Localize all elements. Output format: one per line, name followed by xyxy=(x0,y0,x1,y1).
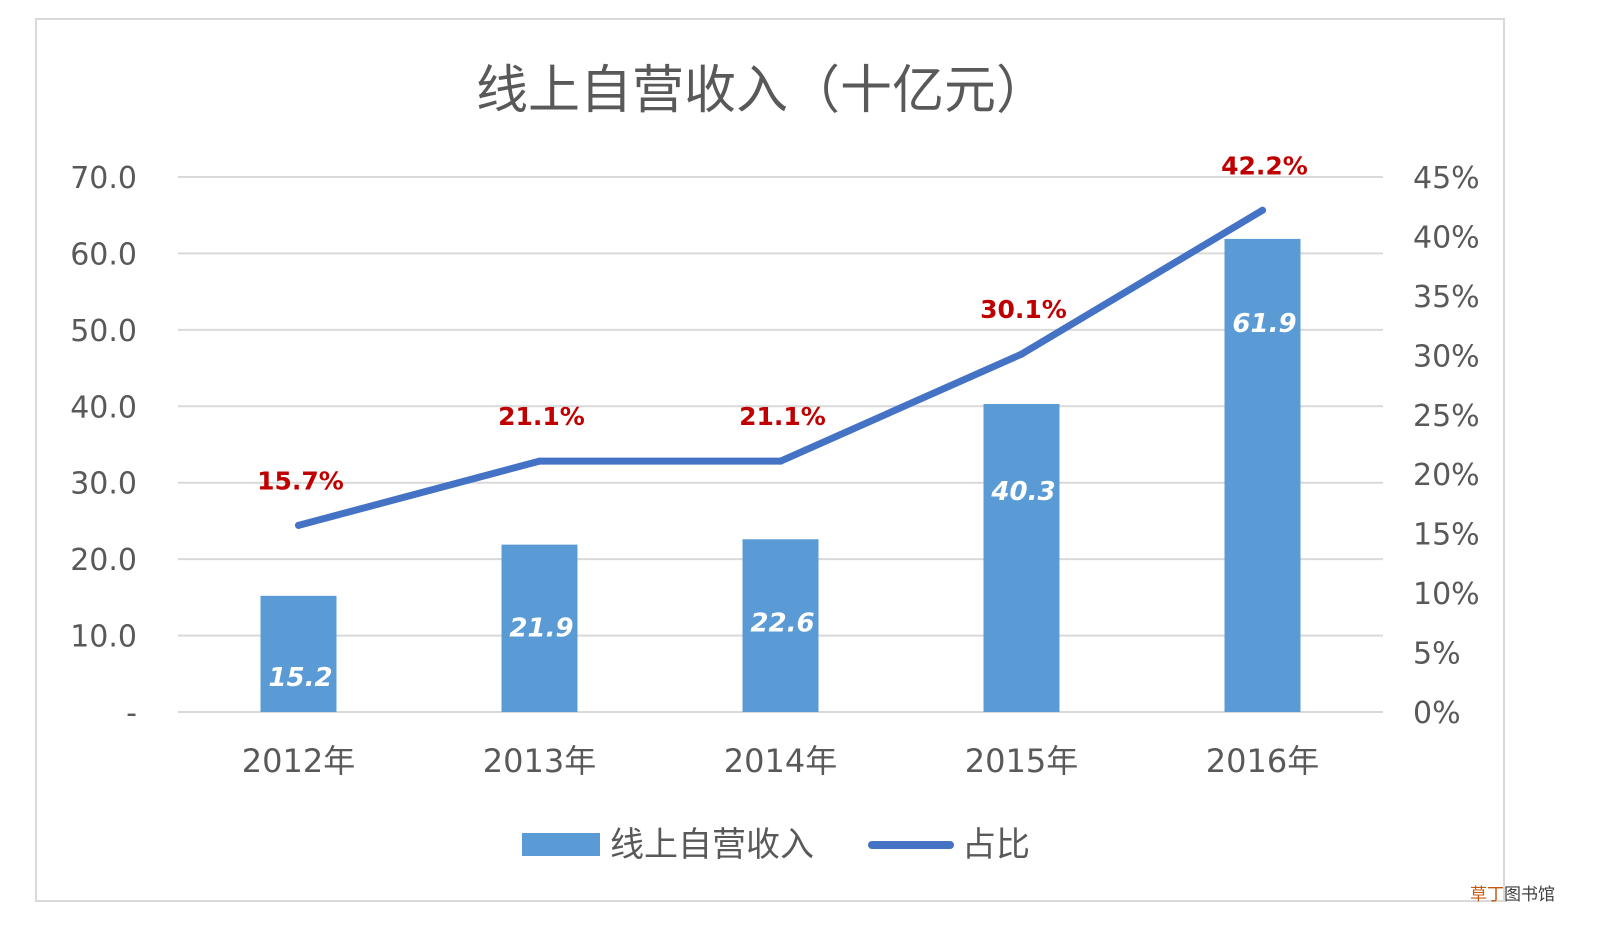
data-labels: 15.2 21.9 22.6 40.3 61.9 15.7% 21.1% 21.1% 30.1%… xyxy=(257,151,1308,693)
left-axis-tick-label: 10.0 xyxy=(70,620,137,655)
line-value-label: 21.1% xyxy=(498,402,585,431)
line-point xyxy=(536,457,543,465)
line-point xyxy=(295,521,302,529)
bar xyxy=(1224,238,1301,712)
left-axis-tick-label: 60.0 xyxy=(70,237,137,272)
watermark: 草丁图书馆 xyxy=(1470,880,1555,905)
line-point xyxy=(1259,206,1266,214)
left-axis-tick-label: 70.0 xyxy=(70,161,137,196)
left-axis-tick-label: - xyxy=(126,696,137,731)
watermark-part2: 图书馆 xyxy=(1504,885,1555,905)
right-axis-tick-label: 25% xyxy=(1413,399,1480,434)
right-axis-tick-label: 35% xyxy=(1413,280,1480,315)
bar-series xyxy=(260,238,1301,712)
left-axis-tick-label: 40.0 xyxy=(70,390,137,425)
line-value-label: 15.7% xyxy=(257,466,344,495)
left-axis-tick-label: 50.0 xyxy=(70,314,137,349)
line-value-label: 42.2% xyxy=(1221,151,1308,180)
x-axis-tick-label: 2012年 xyxy=(242,742,355,780)
bar-value-label: 40.3 xyxy=(990,477,1055,507)
right-axis-tick-label: 0% xyxy=(1413,696,1461,731)
x-axis-tick-label: 2015年 xyxy=(965,742,1078,780)
bar-value-label: 61.9 xyxy=(1232,309,1296,339)
axes: - 10.0 20.0 30.0 40.0 50.0 60.0 70.0 0% 5% 10% 15% 2… xyxy=(70,161,1479,780)
share-line xyxy=(295,206,1266,529)
line-series xyxy=(295,206,1266,529)
bar-value-label: 22.6 xyxy=(750,608,814,638)
x-axis-tick-label: 2013年 xyxy=(483,742,596,780)
line-value-label: 30.1% xyxy=(980,295,1067,324)
legend-line-label: 占比 xyxy=(962,825,1030,865)
x-axis-tick-label: 2014年 xyxy=(724,742,837,780)
line-point xyxy=(777,457,784,465)
chart-canvas: 15.2 21.9 22.6 40.3 61.9 15.7% 21.1% 21.1% 30.1%… xyxy=(70,61,1479,865)
watermark-part1: 草丁 xyxy=(1470,885,1504,905)
chart-title: 线上自营收入（十亿元） xyxy=(476,61,1048,121)
bar-value-label: 15.2 xyxy=(268,663,332,693)
bar xyxy=(742,539,819,712)
left-axis-tick-label: 30.0 xyxy=(70,467,137,502)
bar xyxy=(260,595,337,712)
legend: 线上自营收入 占比 xyxy=(522,825,1030,865)
right-axis-tick-label: 15% xyxy=(1413,518,1480,553)
bar xyxy=(983,403,1060,712)
line-point xyxy=(1018,350,1025,358)
bar xyxy=(501,544,578,712)
right-axis-tick-label: 40% xyxy=(1413,220,1480,255)
bar-value-label: 21.9 xyxy=(509,614,573,644)
chart-frame: 15.2 21.9 22.6 40.3 61.9 15.7% 21.1% 21.1% 30.1%… xyxy=(35,18,1505,902)
x-axis-tick-label: 2016年 xyxy=(1206,742,1319,780)
legend-bar-swatch xyxy=(522,833,600,856)
line-value-label: 21.1% xyxy=(739,402,826,431)
right-axis-tick-label: 10% xyxy=(1413,577,1480,612)
right-axis-tick-label: 45% xyxy=(1413,161,1480,196)
right-axis-tick-label: 20% xyxy=(1413,458,1480,493)
right-axis-tick-label: 30% xyxy=(1413,339,1480,374)
left-axis-tick-label: 20.0 xyxy=(70,543,137,578)
legend-bar-label: 线上自营收入 xyxy=(610,825,814,865)
right-axis-tick-label: 5% xyxy=(1413,637,1461,672)
